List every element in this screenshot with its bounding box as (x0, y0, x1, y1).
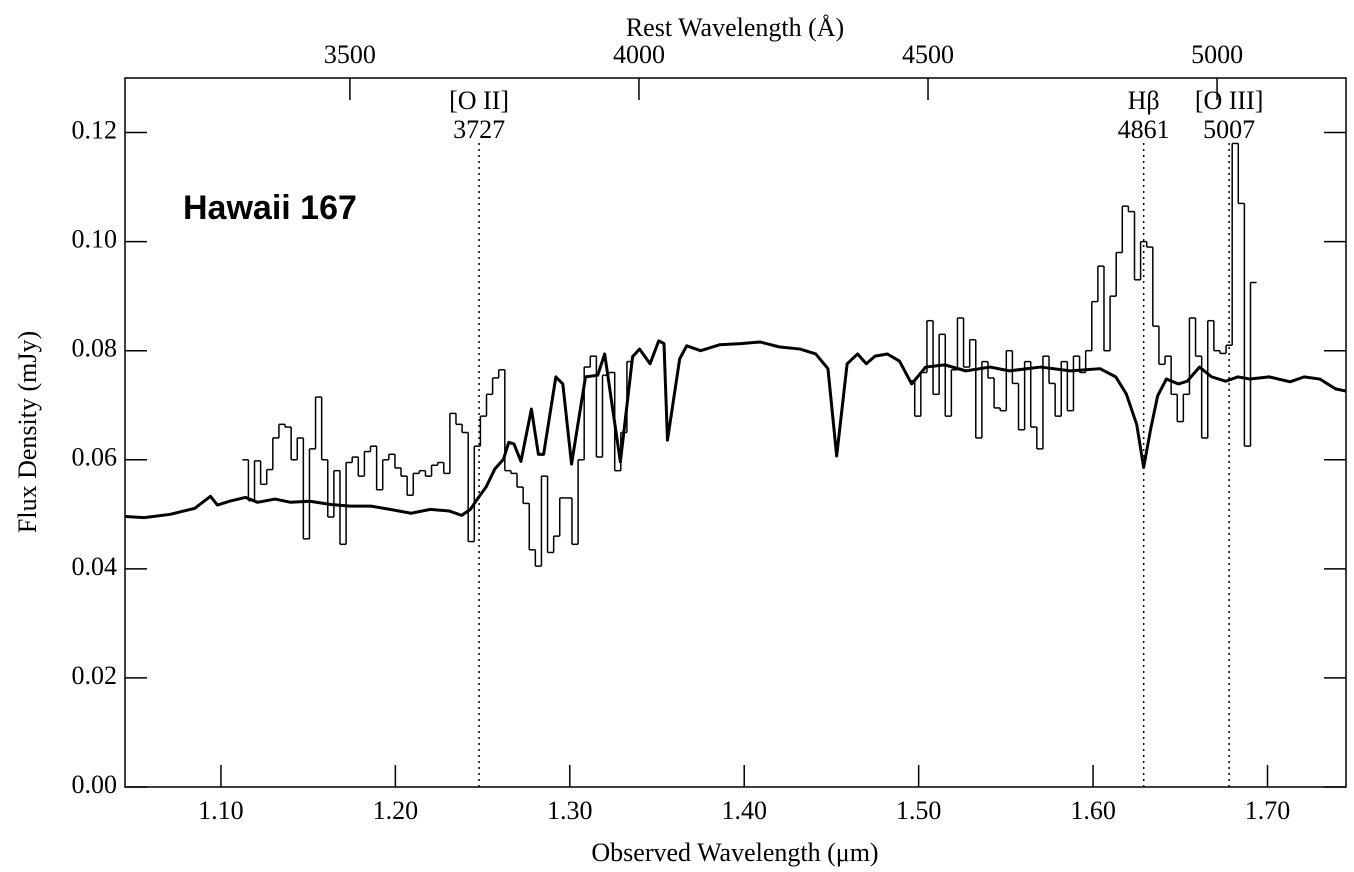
y-tick-label: 0.02 (72, 661, 118, 690)
x-tick-label: 1.30 (547, 796, 593, 825)
y-tick-label: 0.04 (72, 552, 118, 581)
plot-frame (124, 77, 1347, 788)
y-tick-label: 0.12 (72, 116, 118, 145)
x-tick-label: 1.60 (1070, 796, 1116, 825)
emission-line-wavelength: 3727 (453, 115, 505, 144)
y-axis-title: Flux Density (mJy) (13, 331, 42, 533)
top-tick-label: 5000 (1191, 40, 1243, 69)
x-tick-label: 1.10 (198, 796, 244, 825)
x-tick-label: 1.20 (373, 796, 419, 825)
y-tick-label: 0.06 (72, 443, 118, 472)
top-axis-title: Rest Wavelength (Å) (626, 13, 844, 42)
x-tick-label: 1.40 (721, 796, 767, 825)
annotation: Hawaii 167 (183, 189, 357, 227)
x-tick-label: 1.50 (896, 796, 942, 825)
top-tick-label: 3500 (324, 40, 376, 69)
emission-line-wavelength: 4861 (1118, 115, 1170, 144)
emission-line-label: Hβ (1128, 86, 1160, 115)
top-tick-label: 4500 (902, 40, 954, 69)
y-tick-label: 0.08 (72, 334, 118, 363)
top-tick-label: 4000 (613, 40, 665, 69)
emission-line-label: [O III] (1195, 86, 1264, 115)
x-axis-title: Observed Wavelength (μm) (591, 838, 878, 867)
emission-line-wavelength: 5007 (1203, 115, 1255, 144)
x-tick-label: 1.70 (1245, 796, 1291, 825)
y-tick-label: 0.10 (72, 225, 118, 254)
emission-line-label: [O II] (449, 86, 509, 115)
y-tick-label: 0.00 (72, 770, 118, 799)
model-line (124, 339, 1347, 520)
